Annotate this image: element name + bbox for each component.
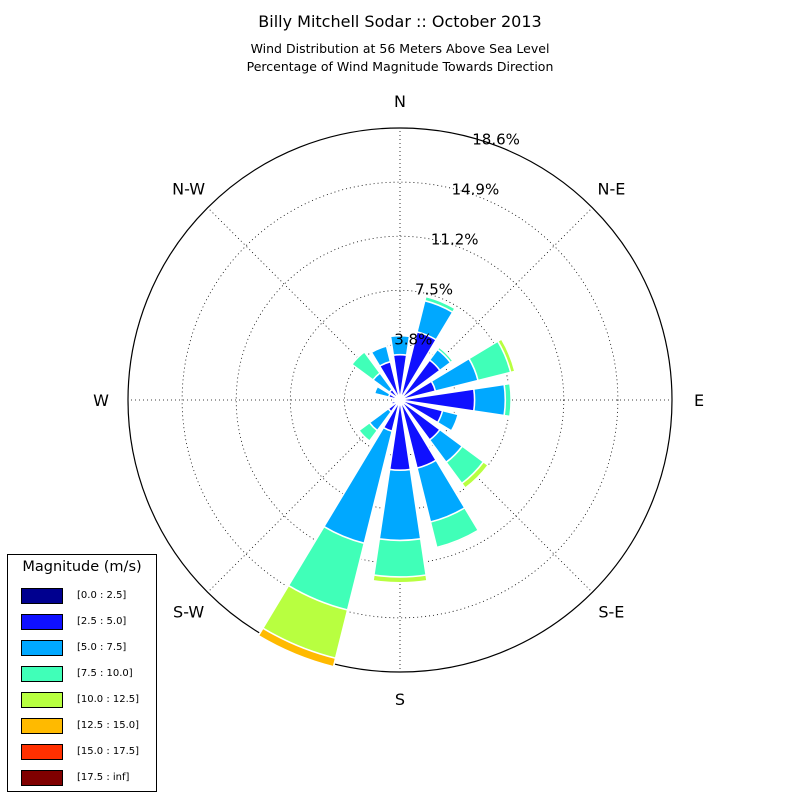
windrose-bar-segment xyxy=(382,399,401,433)
windrose-bar-segment xyxy=(399,399,438,470)
radial-grid-circle xyxy=(235,235,565,565)
radial-tick-label: 14.9% xyxy=(452,181,500,199)
windrose-bar-segment xyxy=(395,395,401,401)
legend-label: [5.0 : 7.5] xyxy=(77,642,127,653)
legend-swatch xyxy=(21,666,63,682)
direction-label: S-W xyxy=(173,602,204,621)
windrose-bar-segment xyxy=(399,330,438,401)
direction-label: N-E xyxy=(597,180,625,199)
legend-label: [17.5 : inf] xyxy=(77,772,130,783)
radial-tick-label: 3.8% xyxy=(394,331,432,349)
radial-tick-label: 7.5% xyxy=(415,281,453,299)
legend-label: [10.0 : 12.5] xyxy=(77,694,140,705)
windrose-bar-segment xyxy=(378,360,401,401)
legend-swatch xyxy=(21,588,63,604)
direction-label: S-E xyxy=(598,602,624,621)
chart-subtitle-altitude: Wind Distribution at 56 Meters Above Sea… xyxy=(250,41,550,56)
angular-grid-line xyxy=(207,399,401,593)
radial-tick-label: 18.6% xyxy=(472,131,520,149)
windrose-bar-segment xyxy=(399,399,444,424)
direction-label: W xyxy=(93,391,109,410)
windrose-bar-segment xyxy=(399,399,442,442)
windrose-bar-segment xyxy=(399,358,442,401)
legend-swatch xyxy=(21,614,63,630)
angular-grid-line xyxy=(399,207,593,401)
angular-grid-line xyxy=(207,207,401,401)
windrose-bar-segment xyxy=(392,353,408,401)
legend-title: Magnitude (m/s) xyxy=(22,559,142,575)
windrose-bar-segment xyxy=(399,388,476,412)
radial-tick-label: 11.2% xyxy=(431,231,479,249)
chart-subtitle-description: Percentage of Wind Magnitude Towards Dir… xyxy=(246,59,554,74)
chart-title: Billy Mitchell Sodar :: October 2013 xyxy=(258,12,542,31)
direction-label: E xyxy=(694,391,704,410)
direction-label: N xyxy=(394,92,406,111)
legend-swatch xyxy=(21,640,63,656)
legend-swatch xyxy=(21,718,63,734)
legend-label: [2.5 : 5.0] xyxy=(77,616,127,627)
legend-label: [0.0 : 2.5] xyxy=(77,590,127,601)
windrose-bar-segment xyxy=(399,380,437,401)
angular-grid-line xyxy=(399,399,593,593)
magnitude-legend: Magnitude (m/s) [0.0 : 2.5] [2.5 : 5.0] … xyxy=(7,554,157,792)
radial-grid-circle xyxy=(181,181,619,619)
legend-label: [7.5 : 10.0] xyxy=(77,668,133,679)
windrose-bar-segment xyxy=(388,399,412,471)
legend-swatch xyxy=(21,692,63,708)
direction-label: N-W xyxy=(172,180,205,199)
legend-swatch xyxy=(21,770,63,786)
direction-label: S xyxy=(395,690,405,709)
windrose-bar-segment xyxy=(322,399,401,545)
legend-label: [15.0 : 17.5] xyxy=(77,746,140,757)
polar-frame xyxy=(127,127,673,673)
legend-label: [12.5 : 15.0] xyxy=(77,720,140,731)
legend-swatch xyxy=(21,744,63,760)
